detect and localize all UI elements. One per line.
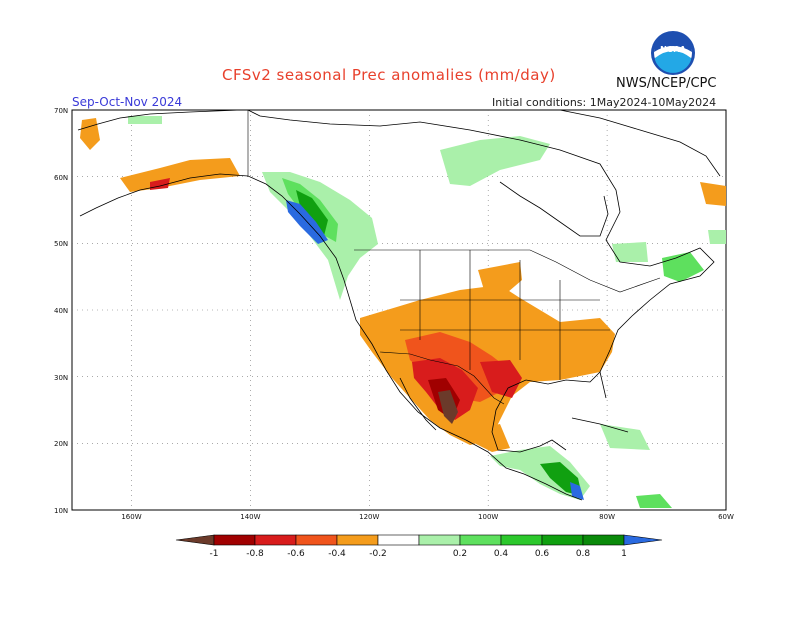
colorbar-label: 0.4: [494, 549, 509, 559]
wet-region-caribbean: [600, 424, 650, 450]
wet-region-canada-north: [440, 136, 550, 186]
border-us-mexico: [379, 351, 505, 405]
colorbar-swatch: [295, 534, 338, 546]
dry-region-alaska-north: [80, 118, 100, 150]
logo-text: NOAA: [660, 45, 686, 54]
colorbar-arrow-left: [175, 534, 215, 546]
colorbar-arrow-right: [623, 534, 663, 546]
coastlines: [77, 109, 721, 501]
dry-region-plains: [478, 262, 522, 292]
dry-region-southwest: [405, 332, 510, 402]
lat-label: 20N: [54, 440, 68, 448]
colorbar-label: 0.2: [453, 549, 467, 559]
dry-region-texas: [480, 360, 522, 398]
dry-region-mexico-south: [470, 424, 510, 452]
colorbar-swatch: [418, 534, 461, 546]
border-us-states: [400, 250, 610, 380]
colorbar-label: 1: [621, 549, 627, 559]
lat-label: 70N: [54, 107, 68, 115]
coast-hudson: [499, 181, 609, 237]
longitude-labels: 160W 140W 120W 100W 80W 60W: [121, 513, 734, 521]
lat-label: 10N: [54, 507, 68, 515]
wet-region-sa-north: [636, 494, 672, 508]
colorbar-label: 0.6: [535, 549, 550, 559]
coast-alaska: [79, 173, 583, 501]
coast-alaska-north: [77, 109, 241, 131]
coast-greenland: [559, 109, 721, 177]
initial-conditions-label: Initial conditions: 1May2024-10May2024: [492, 96, 717, 109]
lon-label: 120W: [359, 513, 379, 521]
wet-region-quebec: [612, 242, 648, 262]
season-label: Sep-Oct-Nov 2024: [72, 95, 183, 109]
lon-label: 140W: [240, 513, 260, 521]
coast-gulf: [491, 371, 601, 453]
colorbar-swatch: [254, 534, 297, 546]
colorbar-label: -1: [210, 549, 219, 559]
colorbar-swatch: [377, 534, 420, 546]
wet-region-greenland-s: [128, 116, 162, 124]
border-us-canada: [354, 249, 661, 293]
wet-region-newfoundland: [708, 230, 726, 244]
coast-canada-arctic: [247, 109, 715, 399]
wet-region-bc-strong: [296, 190, 328, 236]
colorbar-swatch: [459, 534, 502, 546]
wet-region-maritimes: [662, 252, 704, 282]
lon-label: 80W: [599, 513, 615, 521]
lat-label: 50N: [54, 240, 68, 248]
colorbar: -1 -0.8 -0.6 -0.4 -0.2 0.2 0.4 0.6 0.8 1: [175, 534, 663, 559]
colorbar-swatch: [500, 534, 543, 546]
lon-label: 60W: [718, 513, 734, 521]
colorbar-swatch: [582, 534, 625, 546]
dry-region-labrador: [700, 182, 726, 206]
wet-region-ca-blue: [570, 482, 584, 500]
lat-label: 30N: [54, 374, 68, 382]
colorbar-label: -0.2: [369, 549, 387, 559]
borders: [247, 110, 661, 405]
colorbar-swatch: [541, 534, 584, 546]
coast-cuba: [571, 417, 629, 433]
noaa-logo-icon: NOAA: [651, 31, 695, 75]
colorbar-label: 0.8: [576, 549, 591, 559]
lon-label: 100W: [478, 513, 498, 521]
colorbar-label: -0.4: [328, 549, 346, 559]
latitude-labels: 70N 60N 50N 40N 30N 20N 10N: [54, 107, 68, 515]
lon-label: 160W: [121, 513, 141, 521]
lat-label: 40N: [54, 307, 68, 315]
dry-anomaly-regions: [80, 118, 726, 452]
colorbar-swatch: [336, 534, 379, 546]
map-title: CFSv2 seasonal Prec anomalies (mm/day): [222, 66, 556, 84]
dry-region-core: [438, 390, 458, 424]
colorbar-label: -0.8: [246, 549, 264, 559]
lat-label: 60N: [54, 174, 68, 182]
colorbar-swatch: [213, 534, 256, 546]
agency-label: NWS/NCEP/CPC: [616, 76, 717, 91]
colorbar-label: -0.6: [287, 549, 305, 559]
coast-baja: [399, 377, 437, 431]
dry-region-southeast: [540, 338, 600, 376]
